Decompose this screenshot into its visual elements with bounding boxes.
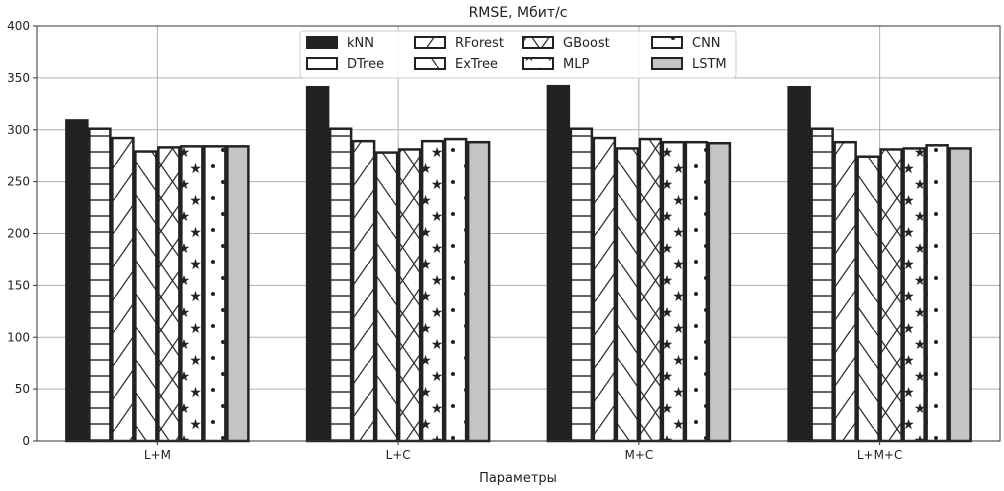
bar-gboost-L+C [397,148,422,443]
x-tick-label: L+M+C [857,448,903,462]
legend-swatch-dtree [306,57,338,70]
y-tick-label: 300 [7,123,30,137]
bar-cnn-L+M+C [925,144,949,443]
y-tick-label: 100 [7,330,30,344]
legend-label-rforest: RForest [455,36,504,51]
bar-lstm-L+M [226,145,250,443]
bar-rforest-M+C [592,136,617,443]
legend-swatch-knn [306,36,338,49]
bar-extree-L+M+C [856,155,880,443]
bar-extree-M+C [615,147,640,443]
y-tick-label: 50 [15,382,30,396]
y-tick-label: 200 [7,227,30,241]
legend-swatch-rforest [414,36,446,49]
y-tick-label: 150 [7,278,30,292]
y-tick-label: 350 [7,71,30,85]
legend-label-knn: kNN [347,36,374,51]
bar-cnn-M+C [684,140,709,443]
bar-mlp-L+M [180,145,204,443]
legend-swatch-mlp [522,57,554,70]
bar-mlp-M+C [661,140,686,443]
legend-swatch-lstm [651,57,683,70]
x-axis: L+M L+C M+C L+M+C [144,441,903,462]
legend-label-mlp: MLP [563,57,589,72]
legend-label-dtree: DTree [347,57,384,72]
legend-label-lstm: LSTM [692,57,727,72]
x-tick-label: L+C [386,448,411,462]
legend-swatch-gboost [522,36,554,49]
bar-knn-L+C [305,85,330,443]
bar-rforest-L+C [351,139,376,443]
bar-extree-L+C [374,151,399,443]
y-axis: 0 50 100 150 200 250 300 350 400 [7,19,37,448]
bars [65,84,972,443]
bar-cnn-L+M [203,145,227,443]
bar-gboost-M+C [638,137,663,443]
bar-knn-M+C [546,84,571,443]
bar-knn-L+M+C [787,85,811,443]
chart-title: RMSE, Мбит/с [469,5,568,21]
bar-mlp-L+M+C [902,147,926,443]
bar-dtree-L+C [328,127,353,443]
bar-gboost-L+M [157,146,181,443]
x-axis-label: Параметры [479,471,557,486]
bar-rforest-L+M+C [833,140,857,443]
bar-gboost-L+M+C [879,148,903,443]
legend: kNN DTree RForest ExTree GBoost MLP CNN LSTM [299,30,737,79]
bar-rforest-L+M [111,136,135,443]
legend-swatch-cnn [651,36,683,49]
bar-knn-L+M [65,119,89,443]
legend-label-extree: ExTree [455,57,498,72]
bar-mlp-L+C [420,139,445,443]
legend-label-cnn: CNN [692,36,721,51]
legend-swatch-extree [414,57,446,70]
y-tick-label: 400 [7,19,30,33]
bar-dtree-M+C [569,127,594,443]
bar-lstm-L+M+C [948,147,972,443]
bar-cnn-L+C [443,137,468,443]
y-tick-label: 250 [7,175,30,189]
bar-dtree-L+M [88,127,112,443]
legend-label-gboost: GBoost [563,36,610,51]
bar-lstm-M+C [707,141,732,443]
bar-lstm-L+C [466,140,491,443]
bar-extree-L+M [134,150,158,443]
x-tick-label: M+C [624,448,653,462]
y-tick-label: 0 [22,434,30,448]
bar-dtree-L+M+C [810,127,834,443]
x-tick-label: L+M [144,448,171,462]
legend-box [299,30,737,79]
